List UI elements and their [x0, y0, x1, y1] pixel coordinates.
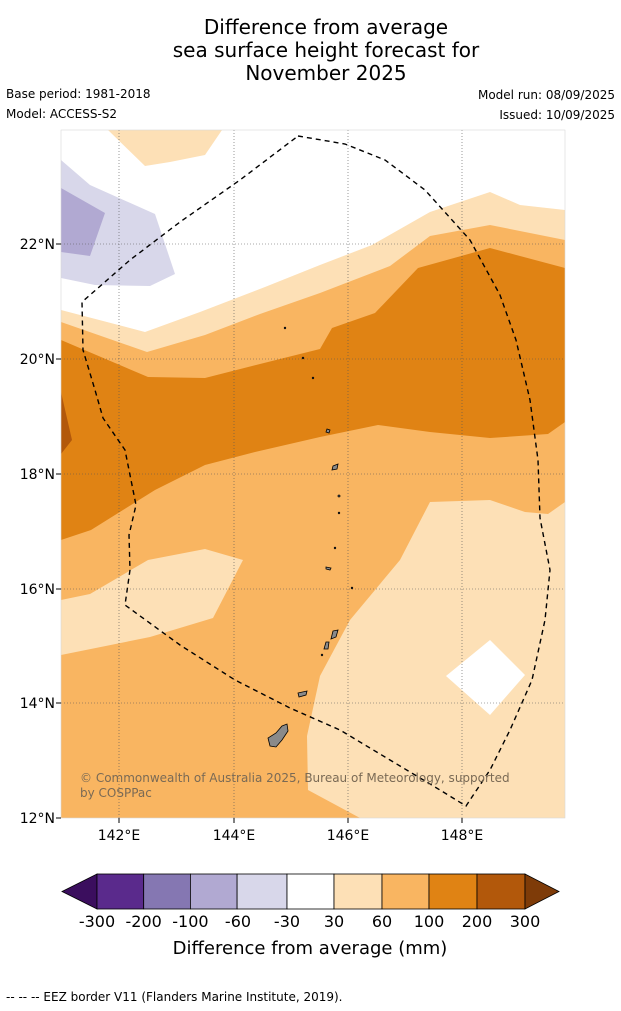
- colorbar-label-10: 300: [510, 912, 541, 931]
- title-line-3: November 2025: [245, 61, 407, 85]
- contour-30-southwest: [61, 549, 243, 655]
- model-name: Model: ACCESS-S2: [6, 107, 118, 121]
- base-period: Base period: 1981-2018: [6, 87, 151, 101]
- title-line-1: Difference from average: [203, 15, 449, 39]
- colorbar-label-1: -300: [79, 912, 115, 931]
- lat-label-14: 14°N: [20, 696, 55, 712]
- contour-30-north-blob: [108, 130, 222, 166]
- colorbar-swatch-5: [286, 873, 335, 910]
- colorbar-label-2: -200: [126, 912, 162, 931]
- lat-label-16: 16°N: [20, 582, 55, 598]
- lat-label-22: 22°N: [20, 237, 55, 253]
- lat-label-20: 20°N: [20, 352, 55, 368]
- colorbar-label-9: 200: [462, 912, 493, 931]
- tick-marks: [56, 243, 463, 823]
- contour-100: [61, 248, 565, 540]
- colorbar-label-8: 100: [414, 912, 445, 931]
- colorbar-extend-high: [524, 873, 560, 910]
- colorbar-swatch-4: [236, 873, 288, 910]
- eez-legend-note: -- -- -- EEZ border V11 (Flanders Marine…: [6, 990, 343, 1004]
- colorbar-swatch-1: [96, 873, 145, 910]
- island-anatahan: [325, 566, 332, 571]
- issued-date: Issued: 10/09/2025: [499, 108, 615, 122]
- eez-border: [81, 135, 551, 807]
- neutral-diamond: [446, 640, 525, 715]
- contour-30-southeast: [307, 500, 565, 818]
- map-title: Difference from average sea surface heig…: [0, 16, 621, 85]
- map-plot-area: [61, 130, 565, 818]
- colorbar-swatch-3: [189, 873, 238, 910]
- island-alamagan: [337, 494, 341, 498]
- land-islands: [267, 326, 354, 748]
- colorbar-label-4: -60: [225, 912, 251, 931]
- colorbar-label-5: -30: [274, 912, 300, 931]
- island-sarigan: [333, 546, 337, 550]
- colorbar-swatch-2: [143, 873, 191, 910]
- colorbar-label-3: -100: [172, 912, 208, 931]
- model-run: Model run: 08/09/2025: [477, 88, 615, 102]
- forecast-map: 12°N 14°N 16°N 18°N 20°N 22°N 142°E 144°…: [20, 129, 566, 959]
- title-line-2: sea surface height forecast for: [172, 38, 480, 62]
- island-agrihan: [325, 428, 331, 434]
- contour-minus-60: [61, 188, 105, 256]
- colorbar-label-7: 60: [372, 912, 392, 931]
- island-farallon: [283, 326, 287, 330]
- copyright-note: © Commonwealth of Australia 2025, Bureau…: [80, 771, 510, 800]
- lon-label-142: 142°E: [98, 828, 141, 844]
- contour-200: [61, 392, 72, 454]
- island-tinian: [323, 641, 330, 650]
- colorbar-extend-low: [61, 873, 98, 910]
- lon-label-144: 144°E: [213, 828, 256, 844]
- lat-label-12: 12°N: [20, 811, 55, 827]
- island-guguan: [337, 511, 341, 515]
- lon-label-148: 148°E: [441, 828, 484, 844]
- island-aguijan: [320, 653, 324, 657]
- colorbar-title: Difference from average (mm): [173, 938, 448, 959]
- colorbar-label-6: 30: [324, 912, 344, 931]
- island-saipan: [330, 629, 339, 640]
- island-asuncion: [311, 376, 315, 380]
- island-maug: [301, 356, 305, 360]
- colorbar-swatch-9: [476, 873, 526, 910]
- colorbar-swatch-8: [428, 873, 478, 910]
- copyright-container: © Commonwealth of Australia 2025, Bureau…: [80, 771, 510, 800]
- colorbar-swatch-7: [381, 873, 430, 910]
- island-pagan: [331, 463, 339, 471]
- gridlines: [61, 130, 565, 818]
- island-rota: [297, 690, 308, 698]
- island-guam: [267, 723, 289, 748]
- lat-label-18: 18°N: [20, 467, 55, 483]
- lon-label-146: 146°E: [327, 828, 370, 844]
- colorbar: [61, 873, 560, 910]
- island-farallon-medinilla: [350, 586, 354, 590]
- colorbar-swatch-6: [333, 873, 383, 910]
